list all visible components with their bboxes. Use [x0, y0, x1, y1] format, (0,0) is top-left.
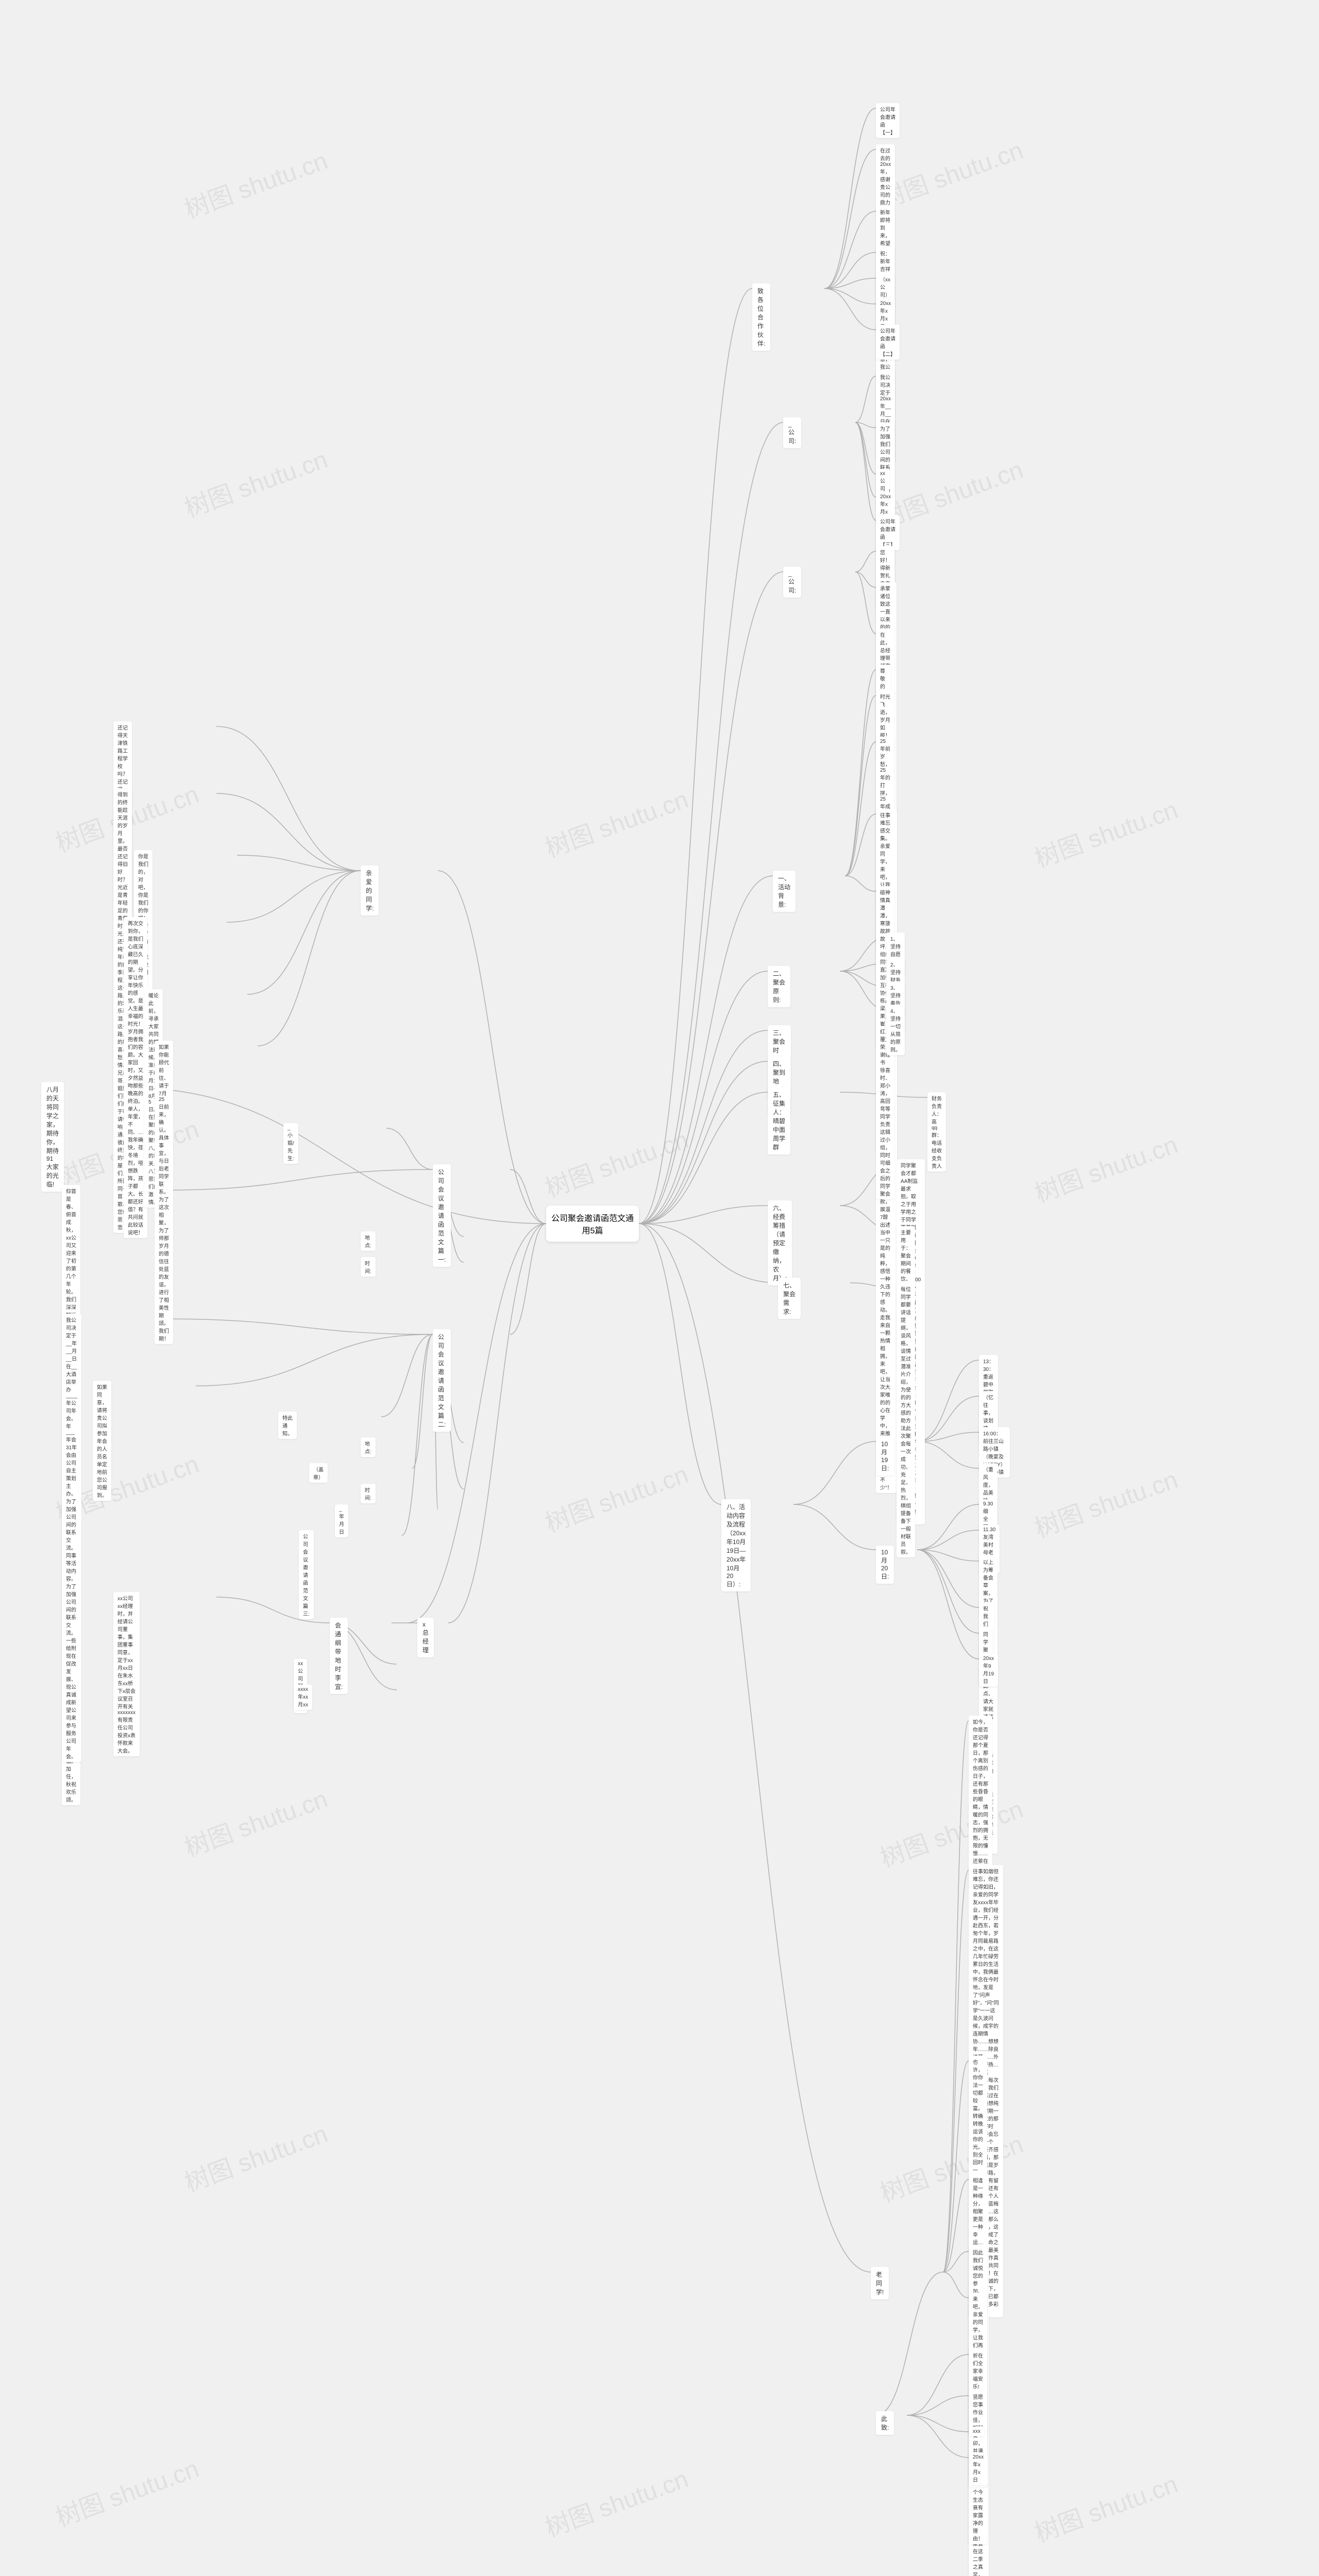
mindmap-node: xxx	[969, 2427, 985, 2436]
watermark: 树图 shutu.cn	[179, 140, 332, 225]
watermark: 树图 shutu.cn	[50, 2448, 203, 2533]
mindmap-node: 致各位合作伙伴:	[752, 283, 770, 351]
mindmap-node: 五、征集人：晴碧中面周学群	[768, 1087, 790, 1155]
watermark: 树图 shutu.cn	[179, 439, 332, 524]
edges-svg	[0, 0, 1319, 2576]
mindmap-node: 时间:	[361, 1484, 376, 1503]
mindmap-node: 亲爱的同学:	[361, 866, 379, 916]
watermark: 树图 shutu.cn	[1029, 1459, 1182, 1544]
mindmap-node: 10月19日:	[876, 1437, 894, 1476]
watermark: 树图 shutu.cn	[539, 2459, 692, 2544]
mindmap-node: 20xx年x月x日	[969, 2452, 988, 2485]
mindmap-node: 此致:	[876, 2411, 894, 2435]
watermark: 树图 shutu.cn	[539, 779, 692, 864]
mindmap-node: 10月20日:	[876, 1546, 894, 1584]
mindmap-node: 一、活动背景:	[773, 871, 796, 912]
mindmap-node: 财务负责人：高 qq群：电话经收支负责人	[927, 1092, 946, 1172]
mindmap-node: （盖章）	[309, 1463, 328, 1483]
mindmap-node: xxxx年xx月xx	[294, 1685, 312, 1710]
mindmap-node: 七、聚会需求:	[778, 1278, 801, 1319]
mindmap-node: 会通纲带地时李宜:	[330, 1618, 348, 1694]
watermark: 树图 shutu.cn	[179, 1778, 332, 1863]
mindmap-node: 八、活动内容及流程（20xx年10月19日—20xx年10月20日）:	[721, 1499, 751, 1591]
watermark: 树图 shutu.cn	[539, 1454, 692, 1539]
mindmap-node: 公司会议邀请函范文篇一:	[433, 1164, 451, 1267]
watermark: 树图 shutu.cn	[539, 1119, 692, 1204]
mindmap-node: 如今，你是否还记得那个夏日，那个离别伤感的日子，还有那些昏昏的眼睛，情暖的同志，…	[969, 1716, 992, 1890]
mindmap-node: _公司:	[783, 567, 801, 598]
watermark: 树图 shutu.cn	[1029, 789, 1182, 874]
mindmap-node: 如果你能顾代前往、请于7月25日前来，确认。具体事宜，与日后老同学联系。为了这次…	[155, 1041, 173, 1344]
root-node: 公司聚会邀请函范文通用5篇	[546, 1206, 639, 1242]
mindmap-node: 特此通知。	[278, 1412, 297, 1439]
watermark: 树图 shutu.cn	[874, 1789, 1027, 1874]
mindmap-node: x总经理	[417, 1618, 434, 1657]
mindmap-node: 地点:	[361, 1231, 376, 1251]
watermark: 树图 shutu.cn	[1029, 2464, 1182, 2549]
watermark: 树图 shutu.cn	[874, 130, 1027, 215]
mindmap-node: 公司会议邀请函范文篇二:	[433, 1329, 451, 1432]
mindmap-node: 二、聚会原则:	[768, 966, 790, 1007]
mindmap-node: xx公司	[876, 469, 889, 494]
mindmap-node: 如果同意，请将贵公司拟参加年会的人员名单定地前您公司报到。	[93, 1381, 111, 1501]
mindmap-node: 4、坚持一切从简的原则。	[886, 1005, 905, 1055]
mindmap-node: _公司:	[783, 417, 801, 448]
mindmap-node: 我公司决定于__年__月__日在__大酒店举办____年公司年会。年___年会3…	[62, 1314, 81, 1762]
mindmap-node: 20xx年9月19日	[979, 1654, 998, 1687]
mindmap-node: 公司年会邀请函【三】	[876, 515, 900, 550]
mindmap-node: xx公司xx经理时，并经请公司董事，集团董事同意，定于xx月xx日在朱水 东xx…	[113, 1592, 140, 1756]
mindmap-node: _年月日	[335, 1504, 348, 1537]
mindmap-node: 六、经费筹措（请预定缴纳，农月）:	[768, 1200, 792, 1285]
mindmap-node: _小姐/先生:	[283, 1123, 298, 1164]
mindmap-node: （xx公司）	[876, 273, 894, 300]
watermark: 树图 shutu.cn	[1029, 1124, 1182, 1209]
mindmap-node: 公司会议邀请函范文篇三:	[299, 1530, 314, 1619]
mindmap-node: 公司年会邀请函【二】	[876, 325, 900, 360]
watermark: 树图 shutu.cn	[179, 2113, 332, 2198]
mindmap-node: 老同学!	[871, 2267, 889, 2299]
watermark: 树图 shutu.cn	[874, 2124, 1027, 2209]
mindmap-node: 每位同学都要讲话提纲，谈风格，谈情至过潜准片介绍，为使的的方大感的助方法此次聚会…	[897, 1283, 915, 1557]
mindmap-node: 八月的天将同学之家，期待你，期待91大家的光临!	[41, 1082, 64, 1192]
mindmap-node: 公司年会邀请函【一】	[876, 103, 900, 138]
mindmap-node: 地点:	[361, 1437, 376, 1457]
mindmap-node: 时间:	[361, 1257, 376, 1277]
